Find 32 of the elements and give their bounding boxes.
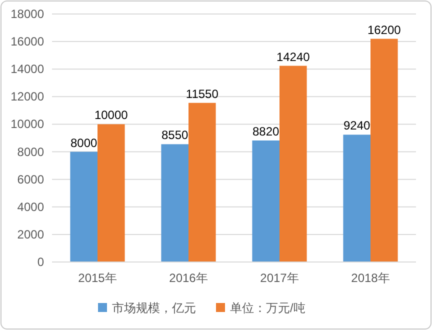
data-label: 8000 [70, 136, 98, 150]
y-tick-label: 10000 [10, 117, 44, 132]
bar [252, 140, 280, 262]
data-label: 8550 [162, 128, 189, 142]
data-label: 14240 [276, 50, 310, 64]
bar [343, 134, 370, 262]
y-tick-label: 2000 [17, 227, 44, 242]
x-tick-label: 2018年 [351, 271, 390, 285]
x-tick-label: 2015年 [78, 271, 117, 285]
y-tick-label: 16000 [10, 34, 44, 49]
bar [98, 124, 125, 262]
legend-label: 市场规模，亿元 [112, 301, 196, 315]
x-tick-label: 2017年 [260, 271, 299, 285]
bar [280, 66, 307, 262]
y-tick-label: 12000 [10, 90, 44, 104]
data-label: 8820 [252, 124, 280, 138]
bar [70, 152, 98, 262]
y-tick-label: 14000 [10, 62, 44, 76]
data-label: 11550 [186, 86, 219, 101]
data-label: 16200 [367, 22, 402, 37]
bar [188, 102, 216, 262]
y-tick-label: 4000 [17, 200, 44, 214]
y-tick-label: 0 [37, 255, 44, 269]
bar [370, 38, 398, 262]
x-tick-label: 2016年 [169, 271, 208, 285]
y-tick-label: 6000 [17, 172, 44, 186]
y-tick-label: 18000 [10, 7, 44, 21]
legend-label: 单位：万元/吨 [230, 301, 306, 315]
bar [161, 144, 188, 262]
data-label: 10000 [94, 108, 128, 122]
data-label: 9240 [344, 118, 371, 133]
y-tick-label: 8000 [17, 144, 44, 159]
